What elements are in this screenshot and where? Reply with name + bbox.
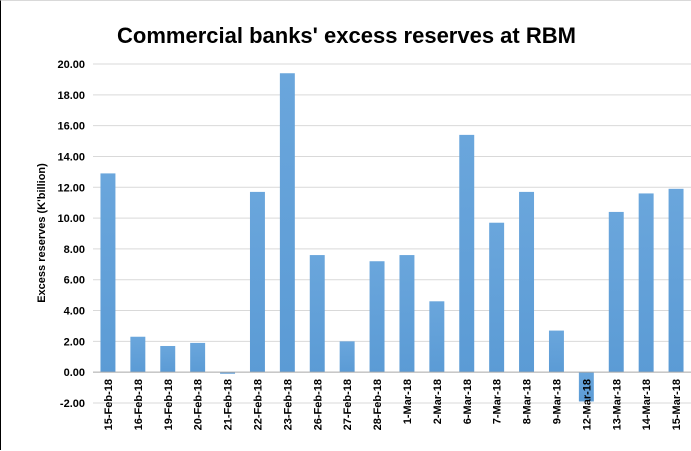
y-tick-label: -2.00	[60, 398, 85, 410]
y-tick-label: 20.00	[57, 59, 85, 71]
bar-16-Feb-18	[130, 336, 146, 373]
bar-9-Mar-18	[548, 330, 564, 373]
x-tick-label: 19-Feb-18	[163, 379, 175, 430]
y-tick-label: 10.00	[57, 213, 85, 225]
x-tick-label: 13-Mar-18	[611, 379, 623, 430]
x-tick-label: 22-Feb-18	[252, 379, 264, 430]
y-tick-label: 18.00	[57, 90, 85, 102]
bar-26-Feb-18	[309, 255, 325, 373]
x-tick-label: 2-Mar-18	[432, 379, 444, 424]
bar-14-Mar-18	[638, 193, 654, 373]
y-tick-label: 4.00	[64, 306, 85, 318]
y-tick-label: 12.00	[57, 182, 85, 194]
x-tick-label: 9-Mar-18	[551, 379, 563, 424]
bars	[100, 73, 684, 402]
bar-2-Mar-18	[429, 301, 445, 373]
x-tick-labels: 15-Feb-18 16-Feb-18 19-Feb-18 20-Feb-18 21-F…	[103, 379, 683, 430]
bar-6-Mar-18	[459, 134, 475, 373]
y-tick-label: 14.00	[57, 151, 85, 163]
gridlines	[93, 63, 691, 404]
x-tick-label: 21-Feb-18	[223, 379, 235, 430]
bar-28-Feb-18	[369, 261, 385, 373]
y-tick-label: 16.00	[57, 121, 85, 133]
x-tick-label: 8-Mar-18	[522, 379, 534, 424]
bar-27-Feb-18	[339, 341, 355, 373]
bar-13-Mar-18	[608, 211, 624, 373]
x-tick-label: 26-Feb-18	[312, 379, 324, 430]
x-tick-label: 6-Mar-18	[462, 379, 474, 424]
bar-23-Feb-18	[279, 73, 295, 373]
y-tick-labels: -2.00 0.00 2.00 4.00 6.00 8.00 10.00 12.00 14.00…	[57, 59, 85, 410]
x-tick-label: 28-Feb-18	[372, 379, 384, 430]
x-tick-label: 15-Mar-18	[671, 379, 683, 430]
bar-22-Feb-18	[249, 191, 265, 373]
bar-1-Mar-18	[399, 255, 415, 373]
y-tick-label: 2.00	[64, 336, 85, 348]
bar-7-Mar-18	[489, 222, 505, 373]
y-axis-title: Excess reserves (K'billion)	[36, 163, 48, 303]
x-tick-label: 7-Mar-18	[492, 379, 504, 424]
y-tick-label: 0.00	[64, 367, 85, 379]
x-tick-label: 16-Feb-18	[133, 379, 145, 430]
bar-21-Feb-18	[220, 372, 236, 374]
x-tick-label: 1-Mar-18	[402, 379, 414, 424]
bar-15-Mar-18	[668, 188, 684, 373]
x-tick-label: 12-Mar-18	[581, 379, 593, 430]
x-tick-label: 15-Feb-18	[103, 379, 115, 430]
y-tick-label: 8.00	[64, 244, 85, 256]
x-tick-label: 27-Feb-18	[342, 379, 354, 430]
bar-8-Mar-18	[519, 191, 535, 373]
bar-15-Feb-18	[100, 173, 116, 373]
chart-title: Commercial banks' excess reserves at RBM	[117, 23, 576, 48]
bar-12-Mar-18	[578, 372, 594, 402]
y-tick-label: 6.00	[64, 275, 85, 287]
x-tick-label: 23-Feb-18	[282, 379, 294, 430]
bar-20-Feb-18	[190, 342, 206, 373]
x-tick-label: 14-Mar-18	[641, 379, 653, 430]
x-tick-label: 20-Feb-18	[193, 379, 205, 430]
bar-19-Feb-18	[160, 345, 176, 373]
